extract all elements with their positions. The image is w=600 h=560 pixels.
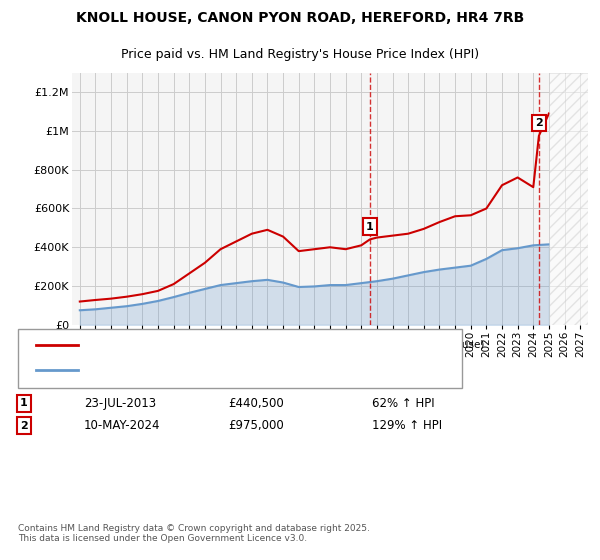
Text: HPI: Average price, detached house, Herefordshire: HPI: Average price, detached house, Here… xyxy=(90,365,354,375)
Text: Contains HM Land Registry data © Crown copyright and database right 2025.
This d: Contains HM Land Registry data © Crown c… xyxy=(18,524,370,543)
Text: £975,000: £975,000 xyxy=(228,419,284,432)
FancyBboxPatch shape xyxy=(18,329,462,388)
Text: KNOLL HOUSE, CANON PYON ROAD, HEREFORD, HR4 7RB (detached house): KNOLL HOUSE, CANON PYON ROAD, HEREFORD, … xyxy=(90,340,484,350)
Text: Price paid vs. HM Land Registry's House Price Index (HPI): Price paid vs. HM Land Registry's House … xyxy=(121,48,479,61)
Text: KNOLL HOUSE, CANON PYON ROAD, HEREFORD, HR4 7RB: KNOLL HOUSE, CANON PYON ROAD, HEREFORD, … xyxy=(76,11,524,25)
Text: 2: 2 xyxy=(20,421,28,431)
Text: £440,500: £440,500 xyxy=(228,396,284,410)
Text: 2: 2 xyxy=(535,118,543,128)
Text: 10-MAY-2024: 10-MAY-2024 xyxy=(84,419,161,432)
Text: 23-JUL-2013: 23-JUL-2013 xyxy=(84,396,156,410)
Text: 129% ↑ HPI: 129% ↑ HPI xyxy=(372,419,442,432)
Text: 62% ↑ HPI: 62% ↑ HPI xyxy=(372,396,434,410)
Text: 1: 1 xyxy=(366,222,374,232)
Text: 1: 1 xyxy=(20,398,28,408)
